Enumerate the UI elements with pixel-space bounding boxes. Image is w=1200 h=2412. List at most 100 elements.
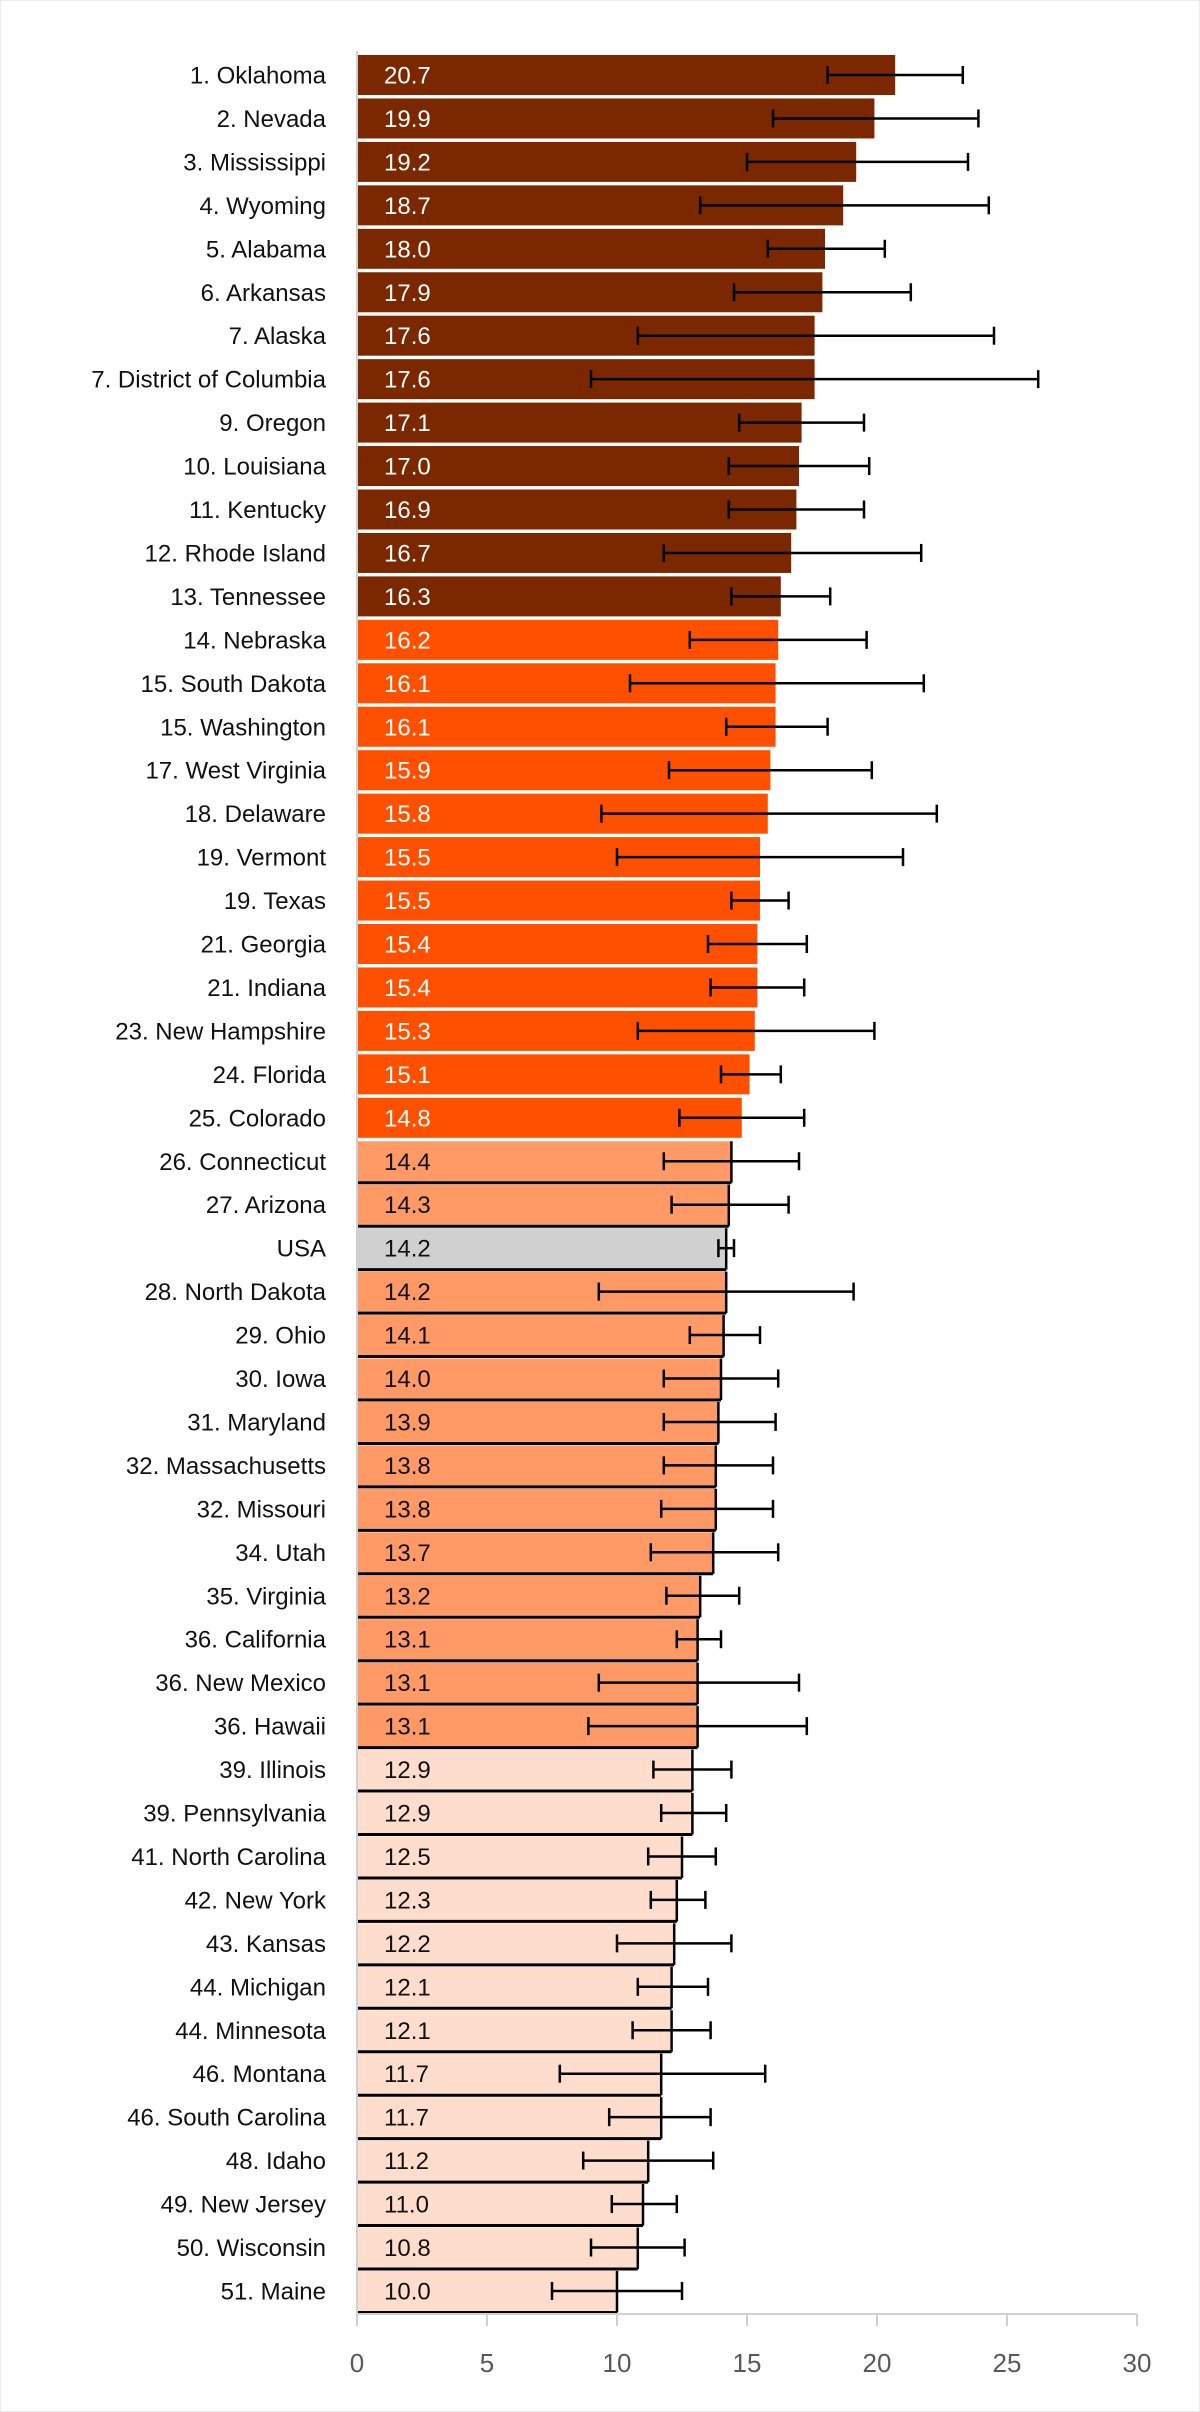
bar xyxy=(357,576,781,617)
error-bar xyxy=(589,370,1040,389)
value-label: 11.2 xyxy=(384,2148,429,2175)
error-bar xyxy=(709,978,806,997)
bar xyxy=(357,1054,750,1095)
value-label: 17.9 xyxy=(384,280,431,307)
error-bar xyxy=(652,1760,733,1779)
category-label: 27. Arizona xyxy=(206,1192,327,1219)
error-bar xyxy=(581,2151,715,2170)
value-label: 12.1 xyxy=(384,2018,431,2045)
category-label: 48. Idaho xyxy=(226,2148,326,2175)
value-label: 12.9 xyxy=(384,1757,431,1784)
value-label: 18.7 xyxy=(384,193,431,220)
value-label: 16.1 xyxy=(384,671,431,698)
error-bar xyxy=(631,2021,712,2040)
error-bar xyxy=(649,1890,707,1909)
category-label: 9. Oregon xyxy=(219,410,326,437)
error-bar xyxy=(667,761,874,780)
value-label: 17.6 xyxy=(384,367,431,394)
category-label: 41. North Carolina xyxy=(131,1844,326,1871)
category-label: 32. Massachusetts xyxy=(126,1453,326,1480)
category-label: 14. Nebraska xyxy=(183,627,326,654)
value-label: 13.1 xyxy=(384,1714,431,1741)
value-label: 11.7 xyxy=(384,2105,429,2132)
error-bar xyxy=(636,1021,876,1040)
error-bar xyxy=(662,543,923,562)
error-bar xyxy=(659,1499,775,1518)
value-label: 13.1 xyxy=(384,1670,431,1697)
error-bar xyxy=(662,1456,775,1475)
value-label: 16.7 xyxy=(384,540,431,567)
category-label: 32. Missouri xyxy=(197,1496,326,1523)
bar xyxy=(357,924,758,964)
error-bar xyxy=(600,804,939,823)
category-label: 44. Michigan xyxy=(190,1974,326,2001)
category-label: 44. Minnesota xyxy=(175,2018,326,2045)
error-bar xyxy=(662,1152,801,1171)
category-label: 15. South Dakota xyxy=(141,671,327,698)
category-label: 39. Illinois xyxy=(219,1757,326,1784)
bar xyxy=(357,228,825,269)
value-label: 13.2 xyxy=(384,1583,431,1610)
bar xyxy=(357,1793,693,1833)
category-label: 15. Washington xyxy=(160,714,326,741)
error-bar xyxy=(719,1065,783,1084)
value-label: 20.7 xyxy=(384,63,431,90)
bar xyxy=(357,55,896,95)
value-label: 16.2 xyxy=(384,627,431,654)
category-label: 3. Mississippi xyxy=(183,149,326,176)
category-label: 26. Connecticut xyxy=(159,1149,326,1176)
value-label: 15.3 xyxy=(384,1018,431,1045)
value-label: 12.5 xyxy=(384,1844,431,1871)
x-tick-label: 15 xyxy=(733,2348,762,2378)
bar xyxy=(357,1097,742,1138)
category-label: 42. New York xyxy=(185,1887,327,1914)
bar xyxy=(357,1836,682,1877)
value-label: 16.1 xyxy=(384,714,431,741)
bar xyxy=(357,1445,716,1486)
category-label: 23. New Hampshire xyxy=(115,1018,326,1045)
error-bar xyxy=(737,413,866,432)
error-bar xyxy=(589,2238,686,2257)
category-label: 13. Tennessee xyxy=(170,584,326,611)
bar xyxy=(357,1315,724,1356)
bar xyxy=(357,1401,719,1442)
error-bar xyxy=(688,630,868,649)
error-bar xyxy=(675,1630,723,1649)
bar xyxy=(357,880,760,921)
category-label: 31. Maryland xyxy=(187,1409,326,1436)
bar xyxy=(357,1619,698,1660)
category-label: 36. Hawaii xyxy=(214,1714,326,1741)
error-bars-layer xyxy=(550,66,1040,2300)
error-bar xyxy=(615,848,905,867)
error-bar xyxy=(636,326,996,345)
error-bar xyxy=(597,1673,801,1692)
value-label: 17.1 xyxy=(384,410,431,437)
value-label: 14.8 xyxy=(384,1105,431,1132)
x-axis: 0 5 10 15 20 25 30 xyxy=(350,51,1151,2378)
value-label: 13.8 xyxy=(384,1496,431,1523)
category-label: 7. Alaska xyxy=(229,323,327,350)
error-bar xyxy=(730,587,832,606)
value-label: 12.1 xyxy=(384,1974,431,2001)
category-label: 29. Ohio xyxy=(235,1323,326,1350)
bar xyxy=(357,706,776,747)
bar xyxy=(357,1879,677,1920)
value-label: 13.1 xyxy=(384,1627,431,1654)
value-label: 15.5 xyxy=(384,888,431,915)
x-tick-label: 25 xyxy=(993,2348,1022,2378)
value-label: 15.5 xyxy=(384,845,431,872)
value-label: 14.4 xyxy=(384,1149,431,1176)
error-bar xyxy=(662,1369,780,1388)
category-labels-layer: 20.7 1. Oklahoma 19.9 2. Nevada 19.2 3. Missi… xyxy=(91,63,430,2306)
error-bar xyxy=(649,1543,780,1562)
bars-layer xyxy=(357,55,896,2314)
category-label: 2. Nevada xyxy=(217,106,327,133)
value-label: 15.8 xyxy=(384,801,431,828)
value-label: 15.4 xyxy=(384,932,431,959)
error-bar xyxy=(636,1977,710,1996)
error-bar xyxy=(665,1586,741,1605)
category-label: 6. Arkansas xyxy=(201,280,326,307)
error-bar xyxy=(766,239,887,258)
category-label: 11. Kentucky xyxy=(189,497,326,524)
category-label: 19. Texas xyxy=(224,888,326,915)
